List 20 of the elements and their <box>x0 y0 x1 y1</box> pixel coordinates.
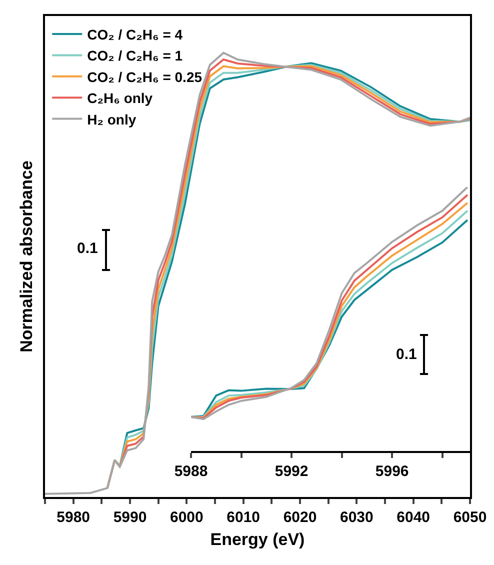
x-tick-label: 5996 <box>375 463 409 480</box>
x-tick-label: 5990 <box>113 509 147 526</box>
legend-label: CO₂ / C₂H₆ = 0.25 <box>87 68 202 85</box>
legend-label: H₂ only <box>87 111 136 128</box>
legend-label: C₂H₆ only <box>87 90 153 106</box>
x-tick-label: 6020 <box>283 509 317 526</box>
x-tick-label: 5988 <box>174 463 208 480</box>
annotation: 0.1 <box>77 240 98 257</box>
legend-label: CO₂ / C₂H₆ = 1 <box>87 48 183 64</box>
x-tick-label: 6010 <box>226 509 260 526</box>
x-tick-label: 6050 <box>453 509 487 526</box>
legend-label: CO₂ / C₂H₆ = 4 <box>87 26 183 42</box>
x-tick-label: 6000 <box>170 509 204 526</box>
y-axis-title: Normalized absorbance <box>17 160 36 352</box>
x-tick-label: 5980 <box>56 509 90 526</box>
x-axis-title: Energy (eV) <box>210 530 305 549</box>
x-tick-label: 5992 <box>274 463 308 480</box>
x-tick-label: 6030 <box>340 509 374 526</box>
annotation: 0.1 <box>396 346 417 363</box>
x-tick-label: 6040 <box>396 509 430 526</box>
